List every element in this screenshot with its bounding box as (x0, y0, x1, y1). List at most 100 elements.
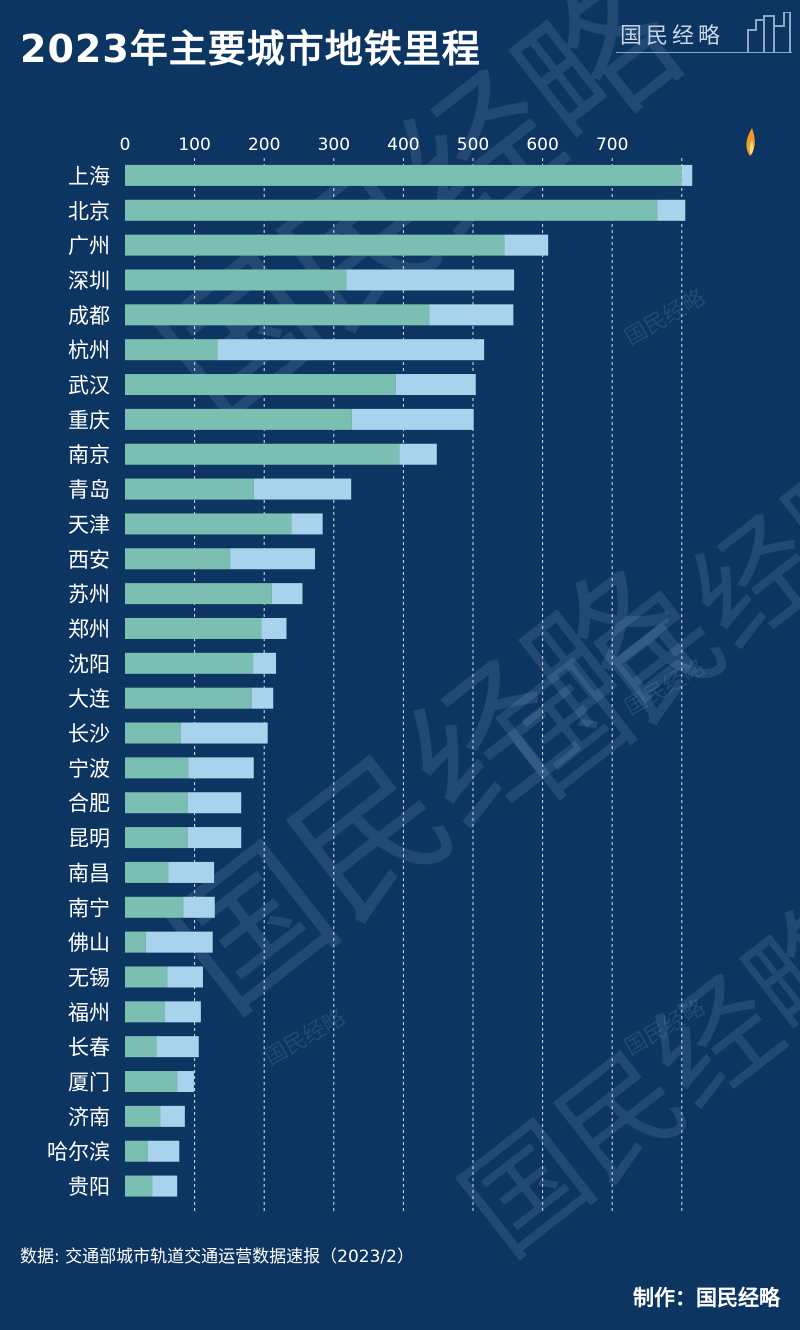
bar-segment-dark (125, 408, 352, 430)
x-tick-label: 600 (526, 135, 558, 155)
city-label: 长沙 (68, 722, 110, 746)
bar-segment-light (183, 896, 215, 918)
brand-name: 国民经略 (620, 24, 725, 49)
city-label: 宁波 (68, 757, 110, 781)
bar-segment-light (217, 339, 485, 361)
brand-underline (616, 52, 792, 53)
city-label: 济南 (68, 1105, 110, 1129)
skyline-icon (747, 12, 791, 52)
bar-segment-light (504, 234, 549, 256)
bar-segment-dark (125, 374, 396, 396)
bar-segment-dark (125, 931, 146, 953)
flame-icon (746, 128, 755, 156)
city-label: 成都 (68, 304, 110, 328)
city-label: 西安 (68, 548, 110, 572)
x-tick-label: 0 (120, 135, 131, 155)
bar-segment-dark (125, 443, 400, 465)
city-label: 武汉 (68, 374, 110, 398)
bar-segment-light (187, 792, 242, 814)
bar-segment-dark (125, 1175, 153, 1197)
bar-segment-dark (125, 827, 188, 849)
city-label: 合肥 (68, 792, 110, 816)
bar-segment-dark (125, 861, 169, 883)
city-label: 青岛 (68, 478, 110, 502)
city-label: 上海 (68, 164, 110, 188)
bar-segment-light (147, 1140, 180, 1162)
brand-logo: 国民经略 (616, 12, 794, 53)
bar-segment-dark (125, 652, 254, 674)
bar-segment-dark (125, 164, 682, 186)
bar-segment-dark (125, 339, 218, 361)
bar-segment-light (152, 1175, 178, 1197)
bar-segment-light (145, 931, 213, 953)
bar-segment-light (681, 164, 693, 186)
bar-segment-light (351, 408, 474, 430)
chart-credit: 制作：国民经略 (633, 1286, 780, 1310)
city-label: 贵阳 (68, 1175, 110, 1199)
bar-segment-light (395, 374, 476, 396)
bar-segment-light (160, 1105, 185, 1127)
bar-segment-light (251, 687, 274, 709)
bar-segment-dark (125, 1071, 178, 1093)
bar-segment-dark (125, 478, 254, 500)
city-label: 大连 (68, 687, 110, 711)
bar-segment-dark (125, 966, 168, 988)
x-tick-label: 400 (387, 135, 419, 155)
x-tick-label: 700 (596, 135, 628, 155)
bar-segment-light (253, 652, 277, 674)
bar-segment-light (188, 757, 254, 779)
city-label: 重庆 (68, 408, 110, 432)
x-tick-label: 200 (248, 135, 280, 155)
city-label: 福州 (68, 1001, 110, 1025)
bar-segment-light (167, 966, 203, 988)
x-tick-label: 300 (318, 135, 350, 155)
bar-segment-light (177, 1071, 194, 1093)
bar-segment-dark (125, 1001, 165, 1023)
bar-segment-dark (125, 199, 658, 221)
bar-segment-light (399, 443, 437, 465)
bar-segment-light (253, 478, 352, 500)
bar-segment-dark (125, 269, 347, 291)
bar-segment-dark (125, 304, 430, 326)
bar-segment-dark (125, 1140, 148, 1162)
city-label: 北京 (68, 199, 110, 223)
bar-segment-dark (125, 722, 181, 744)
bar-segment-light (261, 617, 287, 639)
x-tick-label: 100 (178, 135, 210, 155)
bar-segment-dark (125, 687, 252, 709)
city-label: 佛山 (68, 931, 110, 955)
bar-segment-light (271, 583, 303, 605)
city-label: 南昌 (68, 861, 110, 885)
bar-segment-light (346, 269, 515, 291)
city-label: 南宁 (68, 896, 110, 920)
bar-segment-dark (125, 792, 188, 814)
bar-segment-light (230, 548, 316, 570)
bar-segment-dark (125, 896, 184, 918)
bar-segment-light (291, 513, 323, 535)
bar-segment-light (429, 304, 514, 326)
city-label: 南京 (68, 443, 110, 467)
city-label: 昆明 (68, 827, 110, 851)
bar-segment-light (657, 199, 686, 221)
bar-segment-dark (125, 617, 262, 639)
x-tick-label: 500 (457, 135, 489, 155)
city-label: 长春 (68, 1036, 110, 1060)
bar-segment-dark (125, 1105, 161, 1127)
bar-segment-dark (125, 757, 189, 779)
city-label: 厦门 (68, 1071, 110, 1095)
bar-chart: 0 100 200 300 400 500 600 700 上海北京广州深圳成都杭州武汉重庆南… (47, 128, 755, 1212)
bar-segment-dark (125, 234, 505, 256)
city-label: 无锡 (68, 966, 110, 990)
city-label: 沈阳 (68, 652, 110, 676)
bar-segment-dark (125, 548, 231, 570)
city-label: 苏州 (68, 583, 110, 607)
bar-segment-dark (125, 513, 292, 535)
bar-segment-dark (125, 583, 272, 605)
data-source: 数据: 交通部城市轨道交通运营数据速报（2023/2） (20, 1247, 414, 1267)
city-label: 郑州 (68, 617, 110, 641)
city-label: 杭州 (68, 339, 110, 363)
bar-segment-light (164, 1001, 201, 1023)
bar-segment-dark (125, 1036, 157, 1058)
bar-segment-light (156, 1036, 199, 1058)
city-label: 哈尔滨 (47, 1140, 110, 1164)
